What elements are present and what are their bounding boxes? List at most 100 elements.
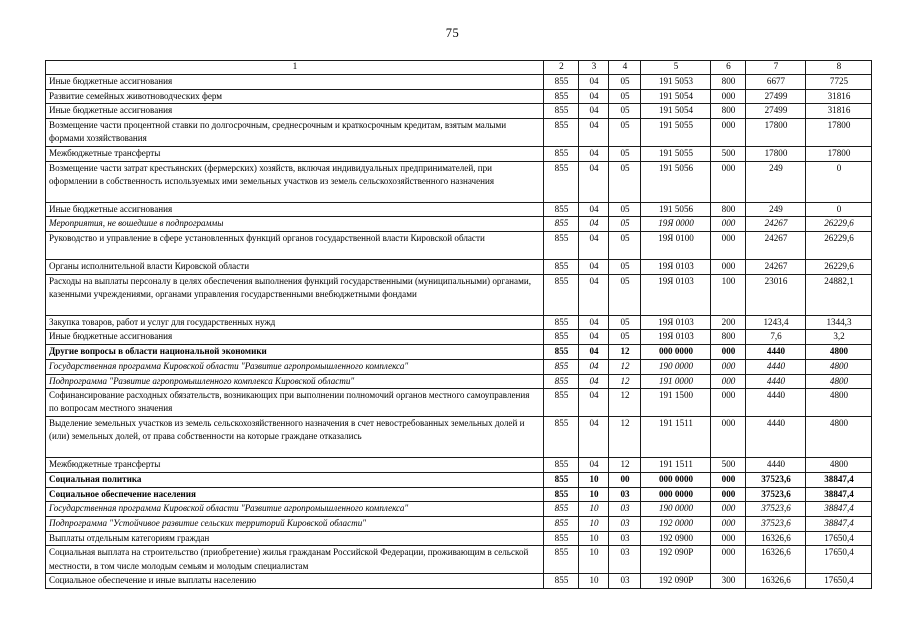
cell-c3: 04 [578, 118, 609, 147]
cell-c8: 38847,4 [805, 515, 872, 532]
cell-c5: 191 1511 [640, 416, 711, 459]
cell-c8: 17650,4 [805, 545, 872, 575]
budget-table-container: 1 2 3 4 5 6 7 8 Иные бюджетные ассигнования 855 04… [45, 60, 872, 589]
cell-c6: 000 [710, 160, 746, 203]
cell-c7: 4440 [745, 388, 806, 418]
table-row: Иные бюджетные ассигнования 855 04 05 191 50… [45, 103, 872, 120]
cell-c6: 000 [710, 259, 746, 275]
table-row: Иные бюджетные ассигнования 855 04 05 19Я 01… [45, 329, 872, 346]
cell-c6: 800 [710, 74, 746, 90]
cell-c5: 19Я 0103 [640, 329, 711, 346]
cell-c6: 000 [710, 118, 746, 147]
table-row: Развитие семейных животноводческих ферм 8… [45, 88, 872, 105]
cell-c6: 000 [710, 486, 746, 503]
table-row: Закупка товаров, работ и услуг для госуд… [45, 314, 872, 331]
cell-c3: 10 [578, 486, 609, 503]
cell-c2: 855 [543, 259, 579, 275]
cell-c8: 38847,4 [805, 486, 872, 503]
cell-c8: 0 [805, 160, 872, 203]
cell-c4: 05 [608, 145, 641, 162]
cell-c4: 05 [608, 273, 641, 316]
cell-c5: 19Я 0100 [640, 231, 711, 260]
row-label: Иные бюджетные ассигнования [45, 103, 544, 120]
row-label: Другие вопросы в области национальной эк… [45, 344, 544, 360]
row-label: Межбюджетные трансферты [45, 145, 544, 162]
cell-c2: 855 [543, 515, 579, 532]
cell-c2: 855 [543, 501, 579, 517]
cell-c8: 26229,6 [805, 231, 872, 260]
cell-c8: 17650,4 [805, 530, 872, 547]
cell-c4: 12 [608, 344, 641, 360]
cell-c6: 000 [710, 501, 746, 517]
column-header-4: 4 [608, 60, 641, 75]
cell-c3: 10 [578, 515, 609, 532]
cell-c4: 05 [608, 216, 641, 233]
row-label: Выделение земельных участков из земель с… [45, 416, 544, 459]
cell-c3: 04 [578, 314, 609, 331]
cell-c6: 000 [710, 471, 746, 488]
cell-c6: 800 [710, 201, 746, 218]
cell-c5: 190 0000 [640, 501, 711, 517]
cell-c5: 191 5056 [640, 201, 711, 218]
cell-c7: 249 [745, 201, 806, 218]
cell-c8: 3,2 [805, 329, 872, 346]
column-header-3: 3 [578, 60, 609, 75]
cell-c7: 24267 [745, 231, 806, 260]
cell-c2: 855 [543, 201, 579, 218]
cell-c3: 04 [578, 388, 609, 418]
cell-c6: 200 [710, 314, 746, 331]
cell-c4: 03 [608, 486, 641, 503]
cell-c7: 37523,6 [745, 486, 806, 503]
cell-c5: 191 5056 [640, 160, 711, 203]
cell-c8: 38847,4 [805, 501, 872, 517]
cell-c2: 855 [543, 358, 579, 375]
cell-c8: 26229,6 [805, 216, 872, 233]
cell-c2: 855 [543, 273, 579, 316]
cell-c8: 17800 [805, 145, 872, 162]
cell-c4: 05 [608, 160, 641, 203]
cell-c6: 000 [710, 545, 746, 575]
cell-c5: 192 090Р [640, 545, 711, 575]
cell-c6: 000 [710, 530, 746, 547]
cell-c5: 000 0000 [640, 486, 711, 503]
row-label: Органы исполнительной власти Кировской о… [45, 259, 544, 275]
cell-c2: 855 [543, 388, 579, 418]
table-row: Межбюджетные трансферты 855 04 05 191 5055 50… [45, 145, 872, 162]
cell-c5: 191 0000 [640, 373, 711, 390]
cell-c2: 855 [543, 416, 579, 459]
cell-c4: 05 [608, 103, 641, 120]
cell-c2: 855 [543, 160, 579, 203]
table-row: Социальная политика 855 10 00 000 0000 000 375… [45, 471, 872, 488]
cell-c4: 12 [608, 388, 641, 418]
cell-c4: 05 [608, 88, 641, 105]
table-row: Выплаты отдельным категориям граждан 855 1… [45, 530, 872, 547]
cell-c5: 191 5054 [640, 88, 711, 105]
cell-c3: 04 [578, 344, 609, 360]
cell-c2: 855 [543, 486, 579, 503]
row-label: Возмещение части затрат крестьянских (фе… [45, 160, 544, 203]
cell-c4: 03 [608, 545, 641, 575]
table-row: Социальная выплата на строительство (при… [45, 545, 872, 575]
cell-c2: 855 [543, 216, 579, 233]
column-header-7: 7 [745, 60, 806, 75]
cell-c2: 855 [543, 103, 579, 120]
cell-c3: 10 [578, 573, 609, 589]
column-header-2: 2 [543, 60, 579, 75]
row-label: Выплаты отдельным категориям граждан [45, 530, 544, 547]
cell-c5: 191 1500 [640, 388, 711, 418]
cell-c6: 000 [710, 216, 746, 233]
cell-c6: 000 [710, 515, 746, 532]
cell-c3: 04 [578, 201, 609, 218]
cell-c2: 855 [543, 88, 579, 105]
cell-c2: 855 [543, 314, 579, 331]
cell-c7: 17800 [745, 118, 806, 147]
table-row: Подпрограмма "Устойчивое развитие сельск… [45, 515, 872, 532]
table-row: Межбюджетные трансферты 855 04 12 191 1511 50… [45, 457, 872, 473]
cell-c7: 37523,6 [745, 515, 806, 532]
row-label: Подпрограмма "Устойчивое развитие сельск… [45, 515, 544, 532]
cell-c8: 17650,4 [805, 573, 872, 589]
cell-c5: 191 5053 [640, 74, 711, 90]
cell-c8: 31816 [805, 103, 872, 120]
cell-c4: 05 [608, 201, 641, 218]
table-row: Возмещение части процентной ставки по до… [45, 118, 872, 147]
